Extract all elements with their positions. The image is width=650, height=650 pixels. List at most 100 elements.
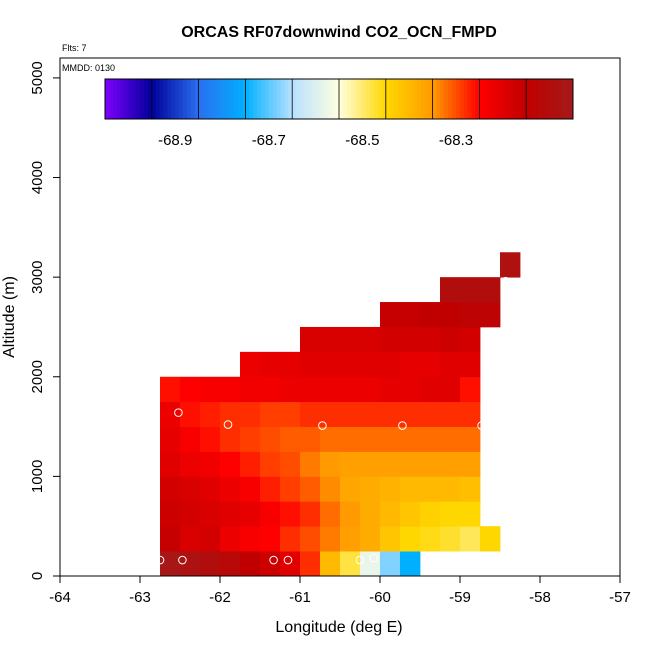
- colorbar-segment: [354, 79, 359, 119]
- colorbar-segment: [424, 79, 430, 119]
- heatmap-cell: [460, 501, 481, 527]
- colorbar-segment: [112, 79, 118, 119]
- colorbar-segment: [140, 79, 145, 119]
- heatmap-cell: [460, 401, 481, 427]
- heatmap-cell: [180, 476, 201, 502]
- heatmap-cell: [400, 326, 421, 353]
- y-tick-label: 2000: [29, 360, 46, 393]
- heatmap-cell: [420, 426, 441, 452]
- heatmap-cell: [320, 551, 341, 577]
- heatmap-cell: [420, 501, 441, 527]
- heatmap-cell: [360, 501, 381, 527]
- plot-area: [155, 252, 530, 577]
- heatmap-cell: [240, 376, 261, 403]
- colorbar-segment: [206, 79, 211, 119]
- colorbar-segment: [190, 79, 196, 119]
- colorbar-segment: [229, 79, 235, 119]
- colorbar-segment: [479, 79, 484, 119]
- heatmap-cell: [440, 451, 461, 477]
- heatmap-cell: [440, 476, 461, 502]
- heatmap-cell: [300, 476, 321, 502]
- heatmap-cell: [360, 426, 381, 452]
- colorbar-segment: [151, 79, 157, 119]
- heatmap-cell: [180, 526, 201, 552]
- heatmap-cell: [160, 501, 181, 527]
- heatmap-cell: [280, 501, 301, 527]
- colorbar-segment: [358, 79, 363, 119]
- heatmap-cell: [440, 302, 461, 328]
- heatmap-cell: [440, 501, 461, 527]
- heatmap-cell: [260, 476, 281, 502]
- colorbar-segment: [397, 79, 402, 119]
- colorbar-segment: [339, 79, 344, 119]
- colorbar-segment: [296, 79, 301, 119]
- heatmap-cell: [380, 302, 401, 328]
- colorbar-segment: [463, 79, 469, 119]
- colorbar-tick-label: -68.9: [158, 132, 192, 149]
- colorbar-segment: [315, 79, 320, 119]
- colorbar-segment: [366, 79, 371, 119]
- heatmap-cell: [200, 526, 221, 552]
- colorbar-segment: [175, 79, 180, 119]
- heatmap-cell: [160, 426, 181, 452]
- heatmap-cell: [200, 376, 221, 403]
- colorbar-tick-label: -68.7: [252, 132, 286, 149]
- colorbar-segment: [288, 79, 293, 119]
- colorbar-segment: [389, 79, 395, 119]
- colorbar-segment: [225, 79, 231, 119]
- heatmap-cell: [360, 326, 381, 353]
- heatmap-cell: [340, 526, 361, 552]
- heatmap-cell: [200, 476, 221, 502]
- colorbar-segment: [327, 79, 332, 119]
- heatmap-cell: [240, 401, 261, 427]
- heatmap-cell: [340, 426, 361, 452]
- colorbar-tick-label: -68.3: [439, 132, 473, 149]
- heatmap-cell: [340, 401, 361, 427]
- colorbar-segment: [448, 79, 453, 119]
- plot-frame: [59, 57, 621, 577]
- heatmap-cell: [180, 426, 201, 452]
- colorbar-segment: [561, 79, 566, 119]
- colorbar-segment: [241, 79, 246, 119]
- colorbar-segment: [249, 79, 254, 119]
- colorbar-segment: [436, 79, 441, 119]
- heatmap-cell: [300, 501, 321, 527]
- heatmap-cell: [280, 426, 301, 452]
- colorbar-segment: [323, 79, 328, 119]
- colorbar-segment: [553, 79, 558, 119]
- heatmap-cell: [220, 551, 241, 577]
- colorbar-segment: [471, 79, 476, 119]
- colorbar-segment: [120, 79, 125, 119]
- x-tick-label: -62: [209, 589, 231, 606]
- colorbar-segment: [132, 79, 137, 119]
- heatmap-cell: [380, 526, 401, 552]
- colorbar-segment: [171, 79, 176, 119]
- heatmap-cell: [320, 401, 341, 427]
- heatmap-cell: [380, 451, 401, 477]
- colorbar-segment: [108, 79, 114, 119]
- heatmap-cell: [360, 451, 381, 477]
- heatmap-cell: [220, 451, 241, 477]
- heatmap-cell: [500, 252, 521, 278]
- heatmap-cell: [360, 376, 381, 403]
- colorbar-segment: [218, 79, 223, 119]
- colorbar-segment: [116, 79, 122, 119]
- colorbar-segment: [487, 79, 492, 119]
- colorbar-segment: [385, 79, 391, 119]
- colorbar-segment: [303, 79, 309, 119]
- colorbar-segment: [459, 79, 465, 119]
- x-tick-label: -61: [289, 589, 311, 606]
- colorbar-segment: [510, 79, 515, 119]
- heatmap-cell: [240, 451, 261, 477]
- heatmap-cell: [400, 551, 421, 577]
- colorbar-segment: [261, 79, 266, 119]
- y-tick-label: 1000: [29, 460, 46, 493]
- heatmap-cell: [380, 476, 401, 502]
- colorbar-segment: [405, 79, 410, 119]
- heatmap-cell: [340, 451, 361, 477]
- heatmap-cell: [400, 476, 421, 502]
- heatmap-cell: [180, 501, 201, 527]
- heatmap-cell: [440, 426, 461, 452]
- heatmap-cell: [160, 451, 181, 477]
- heatmap-cell: [180, 451, 201, 477]
